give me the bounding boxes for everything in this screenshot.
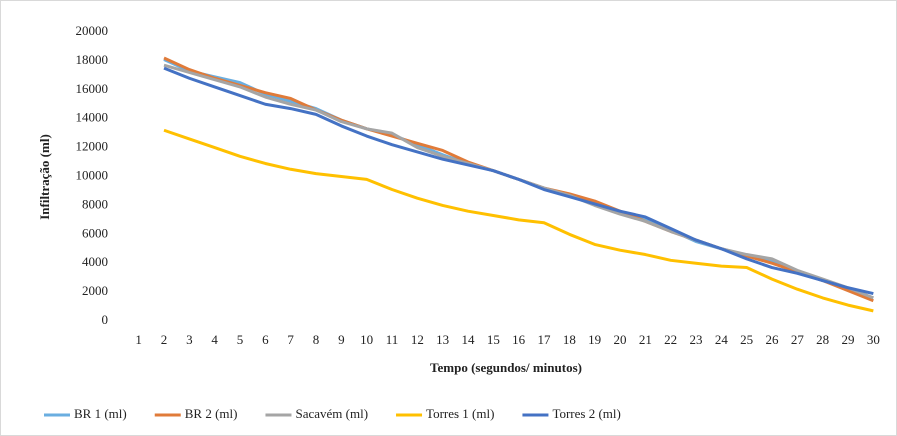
x-tick-label: 5 <box>237 332 244 347</box>
y-tick-label: 18000 <box>76 52 109 67</box>
legend-label: Sacavém (ml) <box>295 406 368 421</box>
x-tick-label: 26 <box>766 332 780 347</box>
series-line <box>163 66 874 296</box>
x-tick-label: 23 <box>690 332 703 347</box>
x-tick-label: 1 <box>135 332 142 347</box>
y-tick-label: 6000 <box>82 225 108 240</box>
x-tick-label: 22 <box>664 332 677 347</box>
legend-label: BR 1 (ml) <box>74 406 127 421</box>
y-tick-label: 20000 <box>76 23 109 38</box>
x-tick-label: 9 <box>338 332 345 347</box>
x-axis-title: Tempo (segundos/ minutos) <box>430 360 582 375</box>
y-tick-label: 0 <box>102 312 109 327</box>
x-tick-label: 2 <box>161 332 168 347</box>
y-tick-label: 14000 <box>76 110 109 125</box>
x-tick-label: 20 <box>614 332 627 347</box>
x-tick-label: 6 <box>262 332 269 347</box>
legend-label: BR 2 (ml) <box>185 406 238 421</box>
x-tick-label: 15 <box>487 332 500 347</box>
x-tick-label: 17 <box>538 332 552 347</box>
y-tick-label: 10000 <box>76 167 109 182</box>
y-tick-label: 16000 <box>76 81 109 96</box>
x-tick-label: 13 <box>436 332 449 347</box>
x-tick-label: 8 <box>313 332 320 347</box>
legend-label: Torres 1 (ml) <box>426 406 494 421</box>
series-line <box>163 128 874 313</box>
x-tick-label: 28 <box>816 332 829 347</box>
x-tick-label: 29 <box>842 332 855 347</box>
x-tick-label: 11 <box>386 332 399 347</box>
x-tick-label: 25 <box>740 332 753 347</box>
y-tick-label: 12000 <box>76 139 109 154</box>
x-tick-label: 30 <box>867 332 880 347</box>
legend-label: Torres 2 (ml) <box>552 406 620 421</box>
y-tick-label: 8000 <box>82 196 108 211</box>
x-tick-label: 14 <box>462 332 476 347</box>
x-tick-label: 10 <box>360 332 373 347</box>
y-tick-label: 4000 <box>82 254 108 269</box>
x-tick-label: 16 <box>512 332 526 347</box>
x-tick-label: 7 <box>287 332 294 347</box>
x-tick-label: 27 <box>791 332 805 347</box>
x-tick-label: 19 <box>588 332 601 347</box>
y-tick-label: 2000 <box>82 283 108 298</box>
y-axis-title: Infiltração (ml) <box>37 134 52 220</box>
x-tick-label: 24 <box>715 332 729 347</box>
x-tick-label: 4 <box>211 332 218 347</box>
x-tick-label: 3 <box>186 332 193 347</box>
x-tick-label: 12 <box>411 332 424 347</box>
x-tick-label: 21 <box>639 332 652 347</box>
x-tick-label: 18 <box>563 332 576 347</box>
